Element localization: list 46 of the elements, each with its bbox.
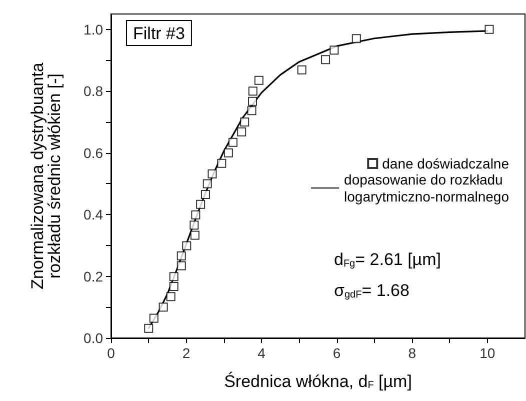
x-tick-label: 10: [480, 345, 496, 361]
point: [190, 230, 200, 240]
point: [176, 261, 186, 270]
point: [254, 76, 264, 85]
point: [240, 118, 250, 126]
point: [158, 302, 168, 312]
point: [176, 251, 186, 260]
point: [208, 169, 217, 178]
annotation: Filtr #3: [133, 24, 185, 43]
point: [484, 24, 494, 34]
point: [330, 46, 339, 55]
point: [166, 292, 176, 302]
y-tick-label: 0.6: [84, 144, 104, 161]
point: [202, 179, 212, 188]
point: [248, 86, 258, 96]
point: [297, 65, 306, 74]
legend-label: dopasowanie do rozkładu logarytmiczno-normalnego: [344, 172, 510, 204]
y-axis-title: Znormalizowana dystrybuanta rozkładu średnic włókien [-]: [28, 62, 64, 290]
point: [217, 158, 226, 168]
point: [191, 210, 200, 220]
point: [237, 127, 246, 136]
point: [196, 200, 206, 209]
y-tick-label: 0.8: [84, 83, 104, 100]
point: [200, 190, 210, 200]
point: [169, 282, 178, 291]
point: [169, 272, 178, 282]
x-tick-label: 8: [408, 345, 416, 361]
point: [352, 34, 361, 44]
point: [144, 324, 154, 333]
y-tick-label: 0.0: [84, 330, 104, 346]
point: [190, 220, 199, 230]
point: [321, 55, 330, 64]
point: [247, 106, 256, 116]
point: [149, 314, 158, 323]
legend-label: dane doświadczalne: [382, 156, 510, 172]
point: [224, 148, 233, 158]
x-tick-label: 6: [332, 345, 341, 361]
y-tick-label: 0.2: [84, 268, 104, 284]
point: [248, 96, 258, 106]
point: [182, 241, 192, 250]
y-tick-label: 1.0: [84, 21, 104, 38]
x-tick-label: 2: [182, 345, 190, 361]
y-tick-label: 0.4: [84, 206, 104, 223]
point: [228, 138, 238, 147]
x-tick-label: 0: [107, 345, 116, 361]
x-tick-label: 4: [258, 345, 266, 361]
